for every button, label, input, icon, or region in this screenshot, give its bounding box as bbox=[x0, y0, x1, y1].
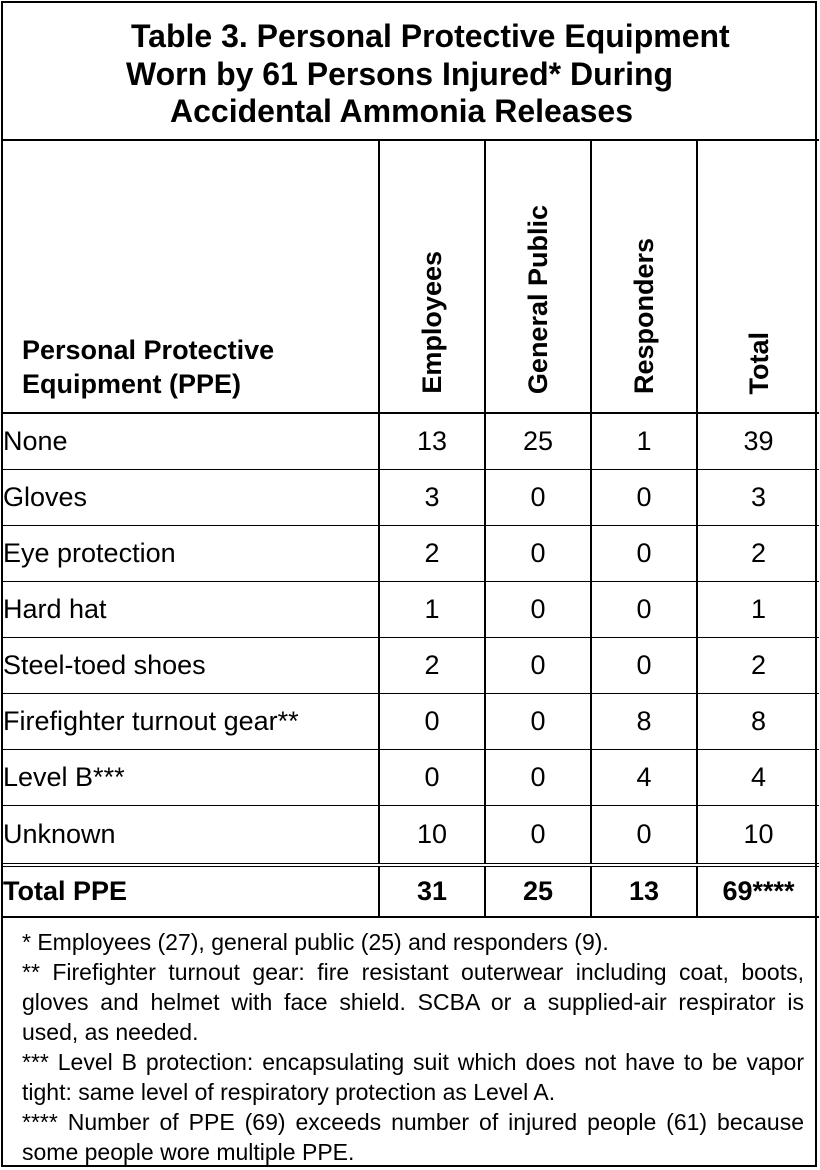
total-row: Total PPE 31 25 13 69**** bbox=[3, 865, 819, 918]
footnote-2: ** Firefighter turnout gear: fire resist… bbox=[22, 959, 804, 1045]
cell-employees: 0 bbox=[378, 693, 485, 750]
cell-total: 2 bbox=[696, 525, 819, 582]
cell-employees: 10 bbox=[378, 805, 485, 867]
table-row: Gloves 3 0 0 3 bbox=[3, 469, 819, 526]
cell-responders: 8 bbox=[590, 693, 697, 750]
cell-responders: 0 bbox=[590, 469, 697, 526]
total-total: 69**** bbox=[696, 865, 819, 918]
column-header-label: Total bbox=[743, 331, 774, 395]
footnote-4: **** Number of PPE (69) exceeds number o… bbox=[22, 1109, 804, 1165]
ppe-table: Personal Protective Equipment (PPE) Empl… bbox=[3, 141, 819, 918]
cell-general-public: 0 bbox=[484, 525, 591, 582]
total-employees: 31 bbox=[378, 865, 485, 918]
row-label: Unknown bbox=[3, 805, 379, 867]
table-row: Steel-toed shoes 2 0 0 2 bbox=[3, 637, 819, 694]
cell-responders: 1 bbox=[590, 413, 697, 470]
footnotes: * Employees (27), general public (25) an… bbox=[22, 927, 804, 1167]
total-general-public: 25 bbox=[484, 865, 591, 918]
cell-general-public: 0 bbox=[484, 581, 591, 638]
column-header-label: Employees bbox=[417, 251, 447, 394]
table-row: Eye protection 2 0 0 2 bbox=[3, 525, 819, 582]
row-label: Steel-toed shoes bbox=[3, 637, 379, 694]
cell-employees: 1 bbox=[378, 581, 485, 638]
cell-total: 1 bbox=[696, 581, 819, 638]
cell-employees: 2 bbox=[378, 637, 485, 694]
cell-responders: 0 bbox=[590, 525, 697, 582]
cell-general-public: 0 bbox=[484, 693, 591, 750]
row-header-cell: Personal Protective Equipment (PPE) bbox=[3, 141, 379, 414]
column-header-general-public: General Public bbox=[484, 141, 591, 414]
row-label: Hard hat bbox=[3, 581, 379, 638]
row-label: Eye protection bbox=[3, 525, 379, 582]
cell-responders: 0 bbox=[590, 581, 697, 638]
footnote-3: *** Level B protection: encapsulating su… bbox=[22, 1049, 804, 1105]
row-label: Level B*** bbox=[3, 749, 379, 806]
column-header-label: Responders bbox=[629, 237, 659, 394]
cell-total: 39 bbox=[696, 413, 819, 470]
table-row: Unknown 10 0 0 10 bbox=[3, 805, 819, 867]
table-title: Table 3. Personal Protective Equipment W… bbox=[3, 3, 819, 141]
cell-responders: 4 bbox=[590, 749, 697, 806]
cell-general-public: 0 bbox=[484, 749, 591, 806]
cell-general-public: 0 bbox=[484, 469, 591, 526]
row-header-line-2: Equipment (PPE) bbox=[22, 369, 242, 399]
cell-total: 2 bbox=[696, 637, 819, 694]
title-line-2: Worn by 61 Persons Injured* During bbox=[126, 56, 674, 92]
table-row: None 13 25 1 39 bbox=[3, 413, 819, 470]
row-header-label: Personal Protective Equipment (PPE) bbox=[22, 333, 274, 401]
cell-employees: 13 bbox=[378, 413, 485, 470]
cell-total: 4 bbox=[696, 749, 819, 806]
table-row: Firefighter turnout gear** 0 0 8 8 bbox=[3, 693, 819, 750]
row-label: Gloves bbox=[3, 469, 379, 526]
column-header-label: General Public bbox=[523, 204, 553, 394]
row-label: None bbox=[3, 413, 379, 470]
total-responders: 13 bbox=[590, 865, 697, 918]
cell-total: 8 bbox=[696, 693, 819, 750]
title-line-1: Table 3. Personal Protective Equipment bbox=[131, 18, 730, 54]
table-row: Level B*** 0 0 4 4 bbox=[3, 749, 819, 806]
cell-employees: 2 bbox=[378, 525, 485, 582]
row-label: Firefighter turnout gear** bbox=[3, 693, 379, 750]
title-line-3: Accidental Ammonia Releases bbox=[170, 93, 633, 129]
cell-total: 10 bbox=[696, 805, 819, 867]
cell-general-public: 25 bbox=[484, 413, 591, 470]
column-header-responders: Responders bbox=[590, 141, 697, 414]
column-header-employees: Employees bbox=[378, 141, 485, 414]
cell-total: 3 bbox=[696, 469, 819, 526]
footnote-1: * Employees (27), general public (25) an… bbox=[22, 929, 609, 955]
cell-general-public: 0 bbox=[484, 805, 591, 867]
cell-responders: 0 bbox=[590, 805, 697, 867]
row-header-line-1: Personal Protective bbox=[22, 335, 275, 365]
header-row: Personal Protective Equipment (PPE) Empl… bbox=[3, 141, 819, 414]
table-row: Hard hat 1 0 0 1 bbox=[3, 581, 819, 638]
cell-employees: 0 bbox=[378, 749, 485, 806]
column-header-total: Total bbox=[696, 141, 819, 414]
cell-general-public: 0 bbox=[484, 637, 591, 694]
cell-responders: 0 bbox=[590, 637, 697, 694]
cell-employees: 3 bbox=[378, 469, 485, 526]
total-label: Total PPE bbox=[3, 865, 379, 918]
